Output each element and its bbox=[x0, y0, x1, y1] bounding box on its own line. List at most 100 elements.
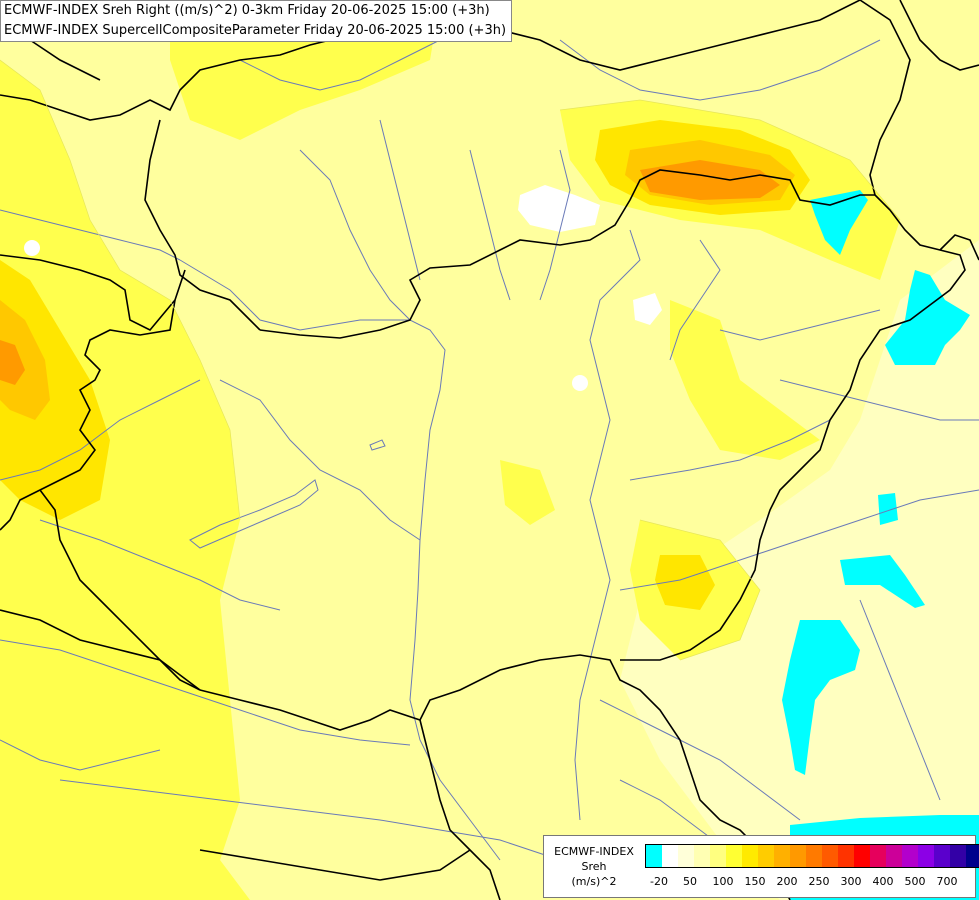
orange-zone-west bbox=[0, 340, 25, 385]
legend-swatch bbox=[886, 845, 902, 867]
rivers bbox=[0, 39, 979, 891]
legend-ticks: -20 50 100 150 200 250 300 400 500 700 bbox=[645, 875, 975, 889]
river-vah bbox=[379, 119, 421, 281]
river-tisza bbox=[574, 229, 641, 821]
title-line-1: ECMWF-INDEX Sreh Right ((m/s)^2) 0-3km F… bbox=[4, 3, 490, 18]
low-value-dot-west bbox=[24, 240, 40, 256]
legend-swatch bbox=[678, 845, 694, 867]
border-austria-west bbox=[0, 254, 186, 331]
contour-3 bbox=[639, 519, 761, 661]
legend-swatch bbox=[854, 845, 870, 867]
river-maros bbox=[619, 489, 979, 591]
lake-small bbox=[369, 439, 386, 451]
river-south bbox=[599, 699, 801, 821]
negative-zone-south bbox=[782, 620, 860, 775]
legend-swatch bbox=[870, 845, 886, 867]
border-ukraine bbox=[859, 0, 911, 196]
river-morava bbox=[299, 149, 411, 321]
yellow-zone-ne-band bbox=[670, 300, 820, 460]
negative-zone-east bbox=[885, 270, 970, 365]
legend-tick-label: -20 bbox=[650, 875, 668, 888]
legend-label: ECMWF-INDEX Sreh (m/s)^2 bbox=[544, 844, 644, 889]
negative-zone-southeast bbox=[840, 555, 925, 608]
legend-source: ECMWF-INDEX bbox=[554, 845, 634, 858]
river-danube bbox=[179, 259, 501, 861]
legend-tick-label: 300 bbox=[840, 875, 862, 888]
border-czech-slovakia bbox=[144, 119, 261, 331]
border-hungary-east bbox=[620, 194, 966, 661]
legend-tick-label: 500 bbox=[904, 875, 926, 888]
negative-zone-far-east bbox=[878, 493, 898, 525]
legend-swatch bbox=[790, 845, 806, 867]
river-koros bbox=[629, 419, 831, 481]
legend-tick-label: 100 bbox=[712, 875, 734, 888]
legend-swatch bbox=[742, 845, 758, 867]
river-inn bbox=[0, 379, 201, 481]
legend-variable: Sreh bbox=[581, 860, 607, 873]
river-sajo bbox=[539, 149, 571, 301]
contour-2 bbox=[559, 99, 901, 221]
river-vistula bbox=[559, 39, 881, 101]
negative-zone-northeast bbox=[810, 190, 868, 255]
river-hron bbox=[469, 149, 511, 301]
border-romania-north bbox=[939, 234, 979, 261]
legend-tick-label: 200 bbox=[776, 875, 798, 888]
legend-unit: (m/s)^2 bbox=[571, 875, 617, 888]
legend-swatch bbox=[646, 845, 662, 867]
legend-swatch bbox=[822, 845, 838, 867]
legend-color-bar bbox=[645, 844, 979, 868]
legend-swatch bbox=[934, 845, 950, 867]
low-value-dot bbox=[572, 375, 588, 391]
legend-tick-label: 250 bbox=[808, 875, 830, 888]
legend-tick-label: 700 bbox=[936, 875, 958, 888]
legend-swatch bbox=[662, 845, 678, 867]
border-bosnia bbox=[199, 849, 471, 881]
low-value-patch-north bbox=[518, 185, 600, 232]
low-value-patch-center bbox=[633, 293, 662, 325]
river-sava bbox=[59, 779, 561, 861]
legend-swatch bbox=[710, 845, 726, 867]
border-hungary-southwest bbox=[39, 489, 201, 691]
river-northwest bbox=[0, 209, 181, 261]
yellow-zone-central bbox=[500, 460, 555, 525]
river-bodrog bbox=[669, 239, 721, 361]
legend-swatch bbox=[758, 845, 774, 867]
legend-tick-label: 150 bbox=[744, 875, 766, 888]
yellow-zone-west bbox=[0, 60, 250, 900]
legend-swatch bbox=[694, 845, 710, 867]
border-hungary-north bbox=[259, 169, 875, 339]
border-ukraine-east bbox=[899, 0, 979, 71]
river-drava bbox=[0, 639, 411, 746]
legend-swatch bbox=[966, 845, 979, 867]
gold-zone-southeast bbox=[655, 555, 715, 610]
contour-1 bbox=[0, 59, 241, 521]
river-olt bbox=[859, 599, 941, 801]
legend-swatch bbox=[774, 845, 790, 867]
river-oder bbox=[239, 39, 441, 91]
map-title-box: ECMWF-INDEX Sreh Right ((m/s)^2) 0-3km F… bbox=[0, 0, 512, 42]
border-hungary-west bbox=[0, 299, 176, 531]
river-transylvania bbox=[779, 379, 979, 421]
river-szamos bbox=[719, 309, 881, 341]
legend-swatch bbox=[806, 845, 822, 867]
color-legend: ECMWF-INDEX Sreh (m/s)^2 -20 50 100 150 200 2… bbox=[543, 835, 979, 898]
border-slovenia bbox=[0, 609, 201, 691]
legend-swatch bbox=[950, 845, 966, 867]
legend-tick-label: 50 bbox=[683, 875, 697, 888]
border-croatia bbox=[419, 719, 501, 900]
river-raba bbox=[219, 379, 421, 541]
legend-swatch bbox=[726, 845, 742, 867]
legend-tick-label: 400 bbox=[872, 875, 894, 888]
title-line-2: ECMWF-INDEX SupercellCompositeParameter … bbox=[4, 23, 507, 38]
legend-swatch bbox=[918, 845, 934, 867]
field-contours bbox=[0, 59, 901, 661]
legend-swatch bbox=[838, 845, 854, 867]
lake-balaton bbox=[189, 479, 319, 549]
river-bottom-west bbox=[0, 739, 161, 771]
amber-zone-west bbox=[0, 300, 50, 420]
river-mur bbox=[39, 519, 281, 611]
